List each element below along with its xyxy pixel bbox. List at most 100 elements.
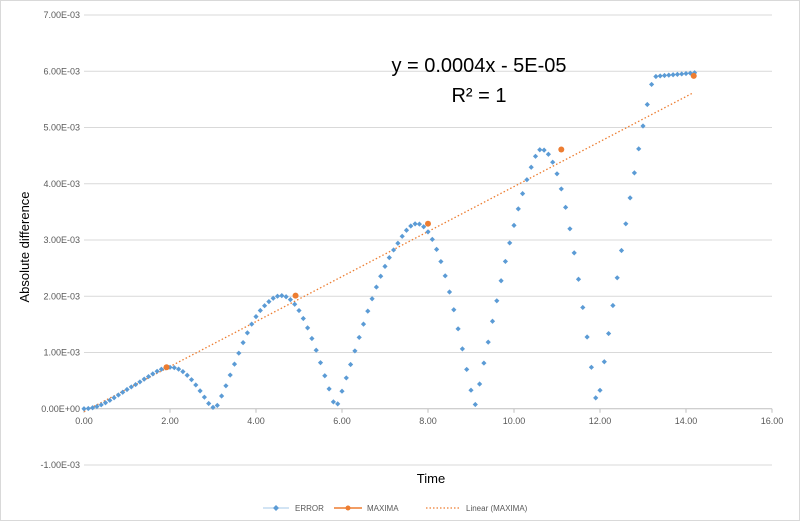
maxima-points-layer — [163, 72, 697, 371]
y-tick-label: 0.00E+00 — [41, 404, 80, 414]
error-point — [588, 364, 594, 370]
x-tick-label: 16.00 — [761, 416, 784, 426]
y-tick-label: 5.00E-03 — [43, 123, 80, 133]
error-point — [631, 170, 637, 176]
error-point — [305, 325, 311, 331]
trendline-equation: y = 0.0004x - 5E-05 — [391, 55, 566, 77]
error-point — [171, 365, 177, 371]
error-point — [107, 397, 113, 403]
tick-labels: -1.00E-03 0.00E+00 1.00E-03 2.00E-03 3.00E-0… — [40, 10, 783, 470]
error-point — [227, 372, 233, 378]
error-point — [520, 191, 526, 197]
error-point — [210, 404, 216, 410]
error-point — [468, 387, 474, 393]
error-point — [563, 204, 569, 210]
error-point — [524, 177, 530, 183]
error-point — [575, 276, 582, 282]
error-point — [412, 221, 418, 227]
error-point — [597, 387, 603, 393]
error-point — [670, 72, 676, 78]
error-point — [649, 81, 655, 88]
error-points-layer — [81, 70, 698, 412]
error-point — [343, 375, 349, 381]
error-point — [154, 368, 160, 374]
error-point — [610, 302, 616, 309]
error-point — [442, 273, 448, 279]
error-point — [300, 315, 306, 322]
error-point — [459, 346, 465, 352]
error-point — [133, 381, 139, 388]
error-point — [636, 146, 642, 152]
error-point — [472, 401, 478, 408]
error-point — [528, 164, 534, 170]
error-point — [644, 101, 650, 108]
error-point — [408, 223, 414, 229]
error-point — [219, 393, 225, 399]
error-point — [180, 369, 186, 375]
x-axis-title: Time — [417, 471, 445, 486]
error-point — [601, 359, 607, 365]
maxima-point — [163, 364, 170, 371]
error-point — [640, 123, 646, 129]
error-point — [489, 318, 496, 324]
error-point — [137, 379, 143, 385]
error-point — [201, 394, 207, 400]
y-tick-label: 3.00E-03 — [43, 235, 80, 245]
error-point — [614, 275, 620, 281]
error-point — [580, 304, 586, 311]
error-point — [618, 247, 625, 254]
error-point — [386, 255, 392, 261]
error-point — [244, 330, 250, 336]
trendline-linear-maxima — [83, 91, 695, 413]
error-point — [679, 71, 685, 77]
x-tick-label: 2.00 — [161, 416, 179, 426]
error-point — [666, 72, 672, 78]
legend-marker-maxima — [345, 505, 351, 511]
error-point — [214, 402, 220, 408]
legend-label-linear-maxima: Linear (MAXIMA) — [466, 504, 528, 513]
error-point — [94, 403, 100, 410]
error-point — [145, 373, 152, 380]
error-point — [150, 371, 156, 377]
error-point — [451, 307, 457, 313]
error-point — [584, 334, 590, 340]
error-point — [369, 296, 375, 302]
error-point — [184, 372, 190, 378]
legend-marker-error — [273, 505, 279, 511]
trendline-layer — [83, 91, 695, 413]
error-point — [606, 330, 612, 337]
legend-label-error: ERROR — [295, 504, 324, 513]
error-point — [236, 350, 242, 356]
maxima-point — [292, 292, 299, 299]
maxima-point — [425, 220, 431, 227]
error-point — [627, 195, 633, 201]
y-tick-label: 6.00E-03 — [43, 66, 80, 76]
error-point — [438, 258, 444, 265]
error-point — [485, 339, 491, 345]
error-point — [283, 294, 289, 300]
gridlines — [84, 14, 772, 466]
error-point — [537, 147, 543, 153]
error-point — [657, 73, 663, 79]
error-point — [687, 70, 693, 76]
error-point — [274, 293, 281, 299]
error-point — [498, 278, 504, 284]
error-point — [373, 284, 379, 290]
x-tick-label: 4.00 — [247, 416, 265, 426]
error-point — [81, 406, 87, 412]
error-point — [446, 289, 453, 295]
error-point — [511, 222, 517, 228]
y-tick-label: 7.00E-03 — [43, 10, 80, 20]
error-point — [85, 405, 91, 412]
error-point — [348, 361, 354, 368]
error-point — [292, 301, 298, 307]
x-tick-label: 14.00 — [675, 416, 698, 426]
error-point — [317, 360, 324, 366]
error-point — [176, 366, 182, 372]
error-point — [545, 151, 551, 157]
error-point — [326, 386, 332, 392]
error-point — [421, 224, 427, 230]
error-point — [360, 321, 367, 327]
error-point — [231, 361, 238, 367]
error-point — [391, 247, 397, 253]
